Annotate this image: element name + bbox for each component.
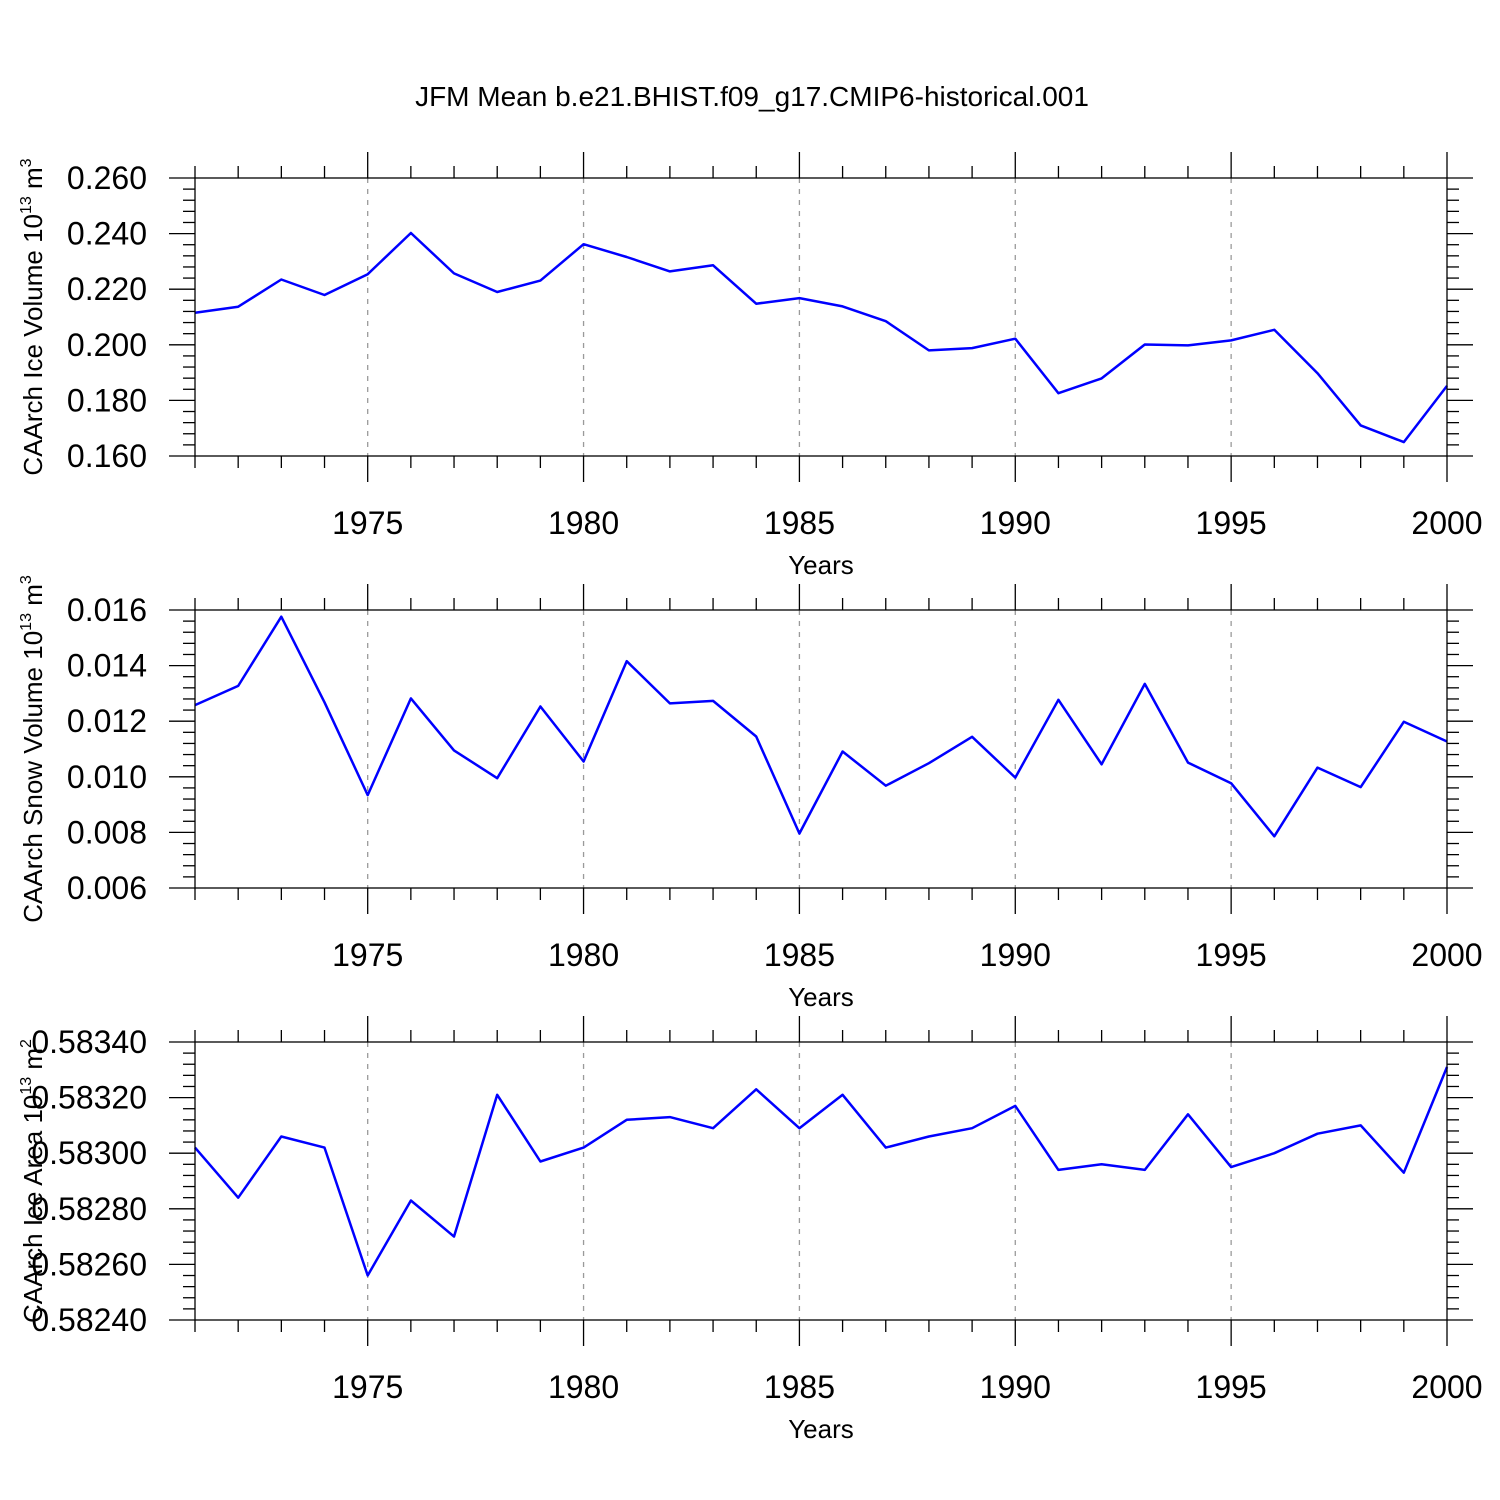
panel-snow-volume: 1975 1980 1985 1990 1995 2000 Years 0.006 0.008 0… [18,575,1483,1012]
x-tick-label: 1975 [332,505,403,541]
y-tick-label: 0.010 [67,759,147,795]
plot-frame [194,609,1448,889]
chart-title: JFM Mean b.e21.BHIST.f09_g17.CMIP6-histo… [415,81,1089,112]
x-tick-label: 1980 [548,1369,619,1405]
x-tick-label: 1995 [1196,1369,1267,1405]
y-label-unit: m [18,167,48,196]
series-line [194,231,1448,444]
y-axis-label: CAArch Snow Volume 1013 m3 [18,575,48,923]
y-label-unit-exponent: 3 [18,158,35,167]
series-line [194,615,1448,838]
x-tick-label: 1985 [764,937,835,973]
y-tick-label: 0.58300 [31,1135,147,1171]
x-tick-label: 2000 [1411,1369,1482,1405]
y-tick-label: 0.006 [67,870,147,906]
y-label-unit-exponent: 3 [18,575,35,584]
x-tick-label: 1990 [980,505,1051,541]
y-label-main: CAArch Snow Volume 10 [18,631,48,923]
y-tick-label: 0.58320 [31,1080,147,1116]
x-axis-label: Years [788,550,854,580]
x-tick-label: 1990 [980,937,1051,973]
y-tick-label: 0.58240 [31,1302,147,1338]
x-tick-label: 1990 [980,1369,1051,1405]
y-tick-label: 0.260 [67,160,147,196]
y-tick-label: 0.220 [67,271,147,307]
y-tick-label: 0.180 [67,382,147,418]
y-tick-label: 0.014 [67,648,147,684]
y-tick-label: 0.012 [67,703,147,739]
y-tick-label: 0.008 [67,814,147,850]
panel-ice-volume: 1975 1980 1985 1990 1995 2000 Years 0.160 0.180 0… [18,152,1483,580]
x-tick-label: 2000 [1411,937,1482,973]
y-label-unit: m [18,584,48,613]
y-label-main: CAArch Ice Area 10 [18,1095,48,1323]
y-tick-label: 0.58260 [31,1246,147,1282]
y-label-unit-exponent: 2 [18,1039,35,1048]
x-axis-label: Years [788,1414,854,1444]
y-axis-label: CAArch Ice Volume 1013 m3 [18,158,48,475]
plot-frame [194,1041,1448,1321]
x-tick-label: 1975 [332,937,403,973]
panels: 1975 1980 1985 1990 1995 2000 Years 0.160 0.180 0… [18,152,1483,1444]
plot-frame [194,177,1448,457]
x-tick-label: 1980 [548,937,619,973]
y-tick-label: 0.240 [67,216,147,252]
panel-ice-area: 1975 1980 1985 1990 1995 2000 Years 0.58240 0.58… [18,1016,1483,1444]
y-label-exponent: 13 [18,1077,35,1095]
series-line [194,1066,1449,1277]
x-axis-label: Years [788,982,854,1012]
y-label-exponent: 13 [18,613,35,631]
x-tick-label: 1975 [332,1369,403,1405]
x-tick-label: 1995 [1196,505,1267,541]
x-tick-label: 2000 [1411,505,1482,541]
y-axis-label: CAArch Ice Area 1013 m2 [18,1039,48,1323]
x-tick-label: 1995 [1196,937,1267,973]
y-label-exponent: 13 [18,196,35,214]
y-label-unit: m [18,1048,48,1077]
x-tick-label: 1985 [764,505,835,541]
y-tick-label: 0.58280 [31,1191,147,1227]
y-tick-label: 0.160 [67,438,147,474]
y-label-main: CAArch Ice Volume 10 [18,214,48,476]
x-tick-label: 1985 [764,1369,835,1405]
y-tick-label: 0.016 [67,592,147,628]
y-tick-label: 0.200 [67,327,147,363]
x-tick-label: 1980 [548,505,619,541]
y-tick-label: 0.58340 [31,1024,147,1060]
